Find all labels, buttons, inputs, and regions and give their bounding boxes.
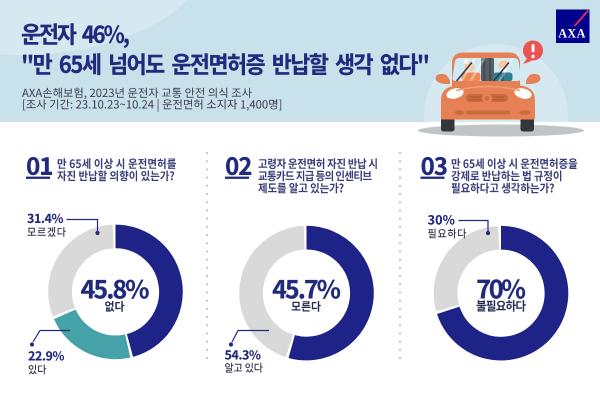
svg-text:AXA: AXA xyxy=(558,27,586,41)
